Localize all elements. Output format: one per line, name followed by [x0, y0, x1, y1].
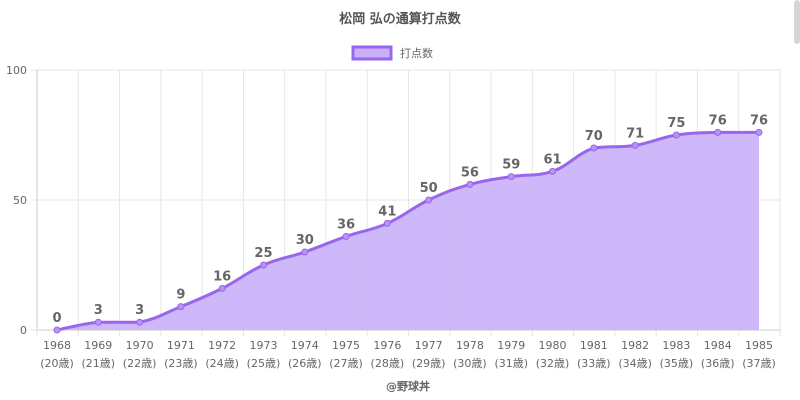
data-label: 70	[585, 129, 603, 144]
x-tick-label: 1985	[745, 339, 773, 352]
x-axis: 1968 (20歳) 1969 (21歳) 1970 (22歳) 1971 (23歳) 1972…	[37, 329, 780, 370]
data-label: 30	[296, 233, 314, 248]
data-point	[383, 219, 391, 227]
x-tick-label: 1968	[43, 339, 71, 352]
x-tick-sublabel: (35歳)	[660, 357, 694, 370]
x-tick-label: 1978	[456, 339, 484, 352]
x-tick-sublabel: (26歳)	[288, 357, 322, 370]
x-tick-sublabel: (29歳)	[412, 357, 446, 370]
x-tick-sublabel: (34歳)	[618, 357, 652, 370]
x-tick-sublabel: (22歳)	[123, 357, 157, 370]
x-tick-label: 1972	[208, 339, 236, 352]
data-label: 59	[502, 158, 520, 173]
x-tick-sublabel: (25歳)	[247, 357, 281, 370]
chart-title: 松岡 弘の通算打点数	[339, 11, 462, 27]
data-point	[218, 284, 226, 292]
series-area-fill	[57, 132, 759, 330]
y-tick-label: 50	[13, 194, 27, 207]
data-label: 3	[94, 303, 103, 318]
data-label: 76	[709, 113, 727, 128]
series-area	[53, 128, 763, 334]
legend[interactable]: 打点数	[351, 45, 433, 61]
x-tick-sublabel: (36歳)	[701, 357, 735, 370]
data-point	[507, 173, 515, 181]
data-point	[714, 128, 722, 136]
data-label: 41	[378, 204, 396, 219]
data-point	[755, 128, 763, 136]
data-point	[342, 232, 350, 240]
data-label: 9	[176, 288, 185, 303]
x-tick-sublabel: (24歳)	[205, 357, 239, 370]
data-point	[549, 167, 557, 175]
x-tick-label: 1977	[415, 339, 443, 352]
x-tick-label: 1979	[497, 339, 525, 352]
data-label: 0	[52, 311, 61, 326]
x-tick-sublabel: (23歳)	[164, 357, 198, 370]
data-point	[136, 318, 144, 326]
x-tick-label: 1973	[249, 339, 277, 352]
x-tick-label: 1970	[126, 339, 154, 352]
x-tick-sublabel: (30歳)	[453, 357, 487, 370]
x-tick-sublabel: (27歳)	[329, 357, 363, 370]
x-tick-sublabel: (20歳)	[40, 357, 74, 370]
data-point	[177, 303, 185, 311]
x-tick-label: 1981	[580, 339, 608, 352]
data-point	[425, 196, 433, 204]
data-point	[94, 318, 102, 326]
x-tick-label: 1969	[84, 339, 112, 352]
data-point	[590, 144, 598, 152]
legend-swatch	[351, 45, 393, 61]
data-point	[259, 261, 267, 269]
data-label: 76	[750, 113, 768, 128]
y-axis: 0 50 100	[6, 64, 38, 337]
data-label: 71	[626, 126, 644, 141]
data-label: 56	[461, 165, 479, 180]
x-tick-label: 1971	[167, 339, 195, 352]
source-credit: @野球丼	[386, 379, 430, 393]
data-label: 61	[543, 152, 561, 167]
data-labels: 0 3 3 9 16 25 30 36 41 50 56 59 61 70 71 75 76 76	[52, 113, 768, 326]
data-point	[53, 326, 61, 334]
x-tick-sublabel: (32歳)	[536, 357, 570, 370]
x-tick-label: 1982	[621, 339, 649, 352]
x-tick-sublabel: (21歳)	[81, 357, 115, 370]
x-tick-label: 1980	[539, 339, 567, 352]
y-tick-label: 100	[6, 64, 27, 77]
x-tick-sublabel: (31歳)	[494, 357, 528, 370]
x-tick-sublabel: (37歳)	[742, 357, 776, 370]
data-label: 50	[420, 181, 438, 196]
scrollbar-thumb[interactable]	[794, 0, 800, 44]
series-line	[56, 130, 759, 332]
data-point	[631, 141, 639, 149]
data-point	[672, 131, 680, 139]
legend-label: 打点数	[400, 46, 433, 60]
x-tick-label: 1984	[704, 339, 732, 352]
x-tick-label: 1983	[662, 339, 690, 352]
data-label: 36	[337, 217, 355, 232]
data-label: 16	[213, 269, 231, 284]
x-tick-label: 1974	[291, 339, 319, 352]
data-point	[466, 180, 474, 188]
x-tick-label: 1975	[332, 339, 360, 352]
data-label: 25	[254, 246, 272, 261]
x-tick-sublabel: (28歳)	[371, 357, 405, 370]
x-tick-label: 1976	[373, 339, 401, 352]
x-tick-sublabel: (33歳)	[577, 357, 611, 370]
data-label: 75	[667, 116, 685, 131]
data-point	[301, 248, 309, 256]
y-tick-label: 0	[20, 324, 27, 337]
data-label: 3	[135, 303, 144, 318]
